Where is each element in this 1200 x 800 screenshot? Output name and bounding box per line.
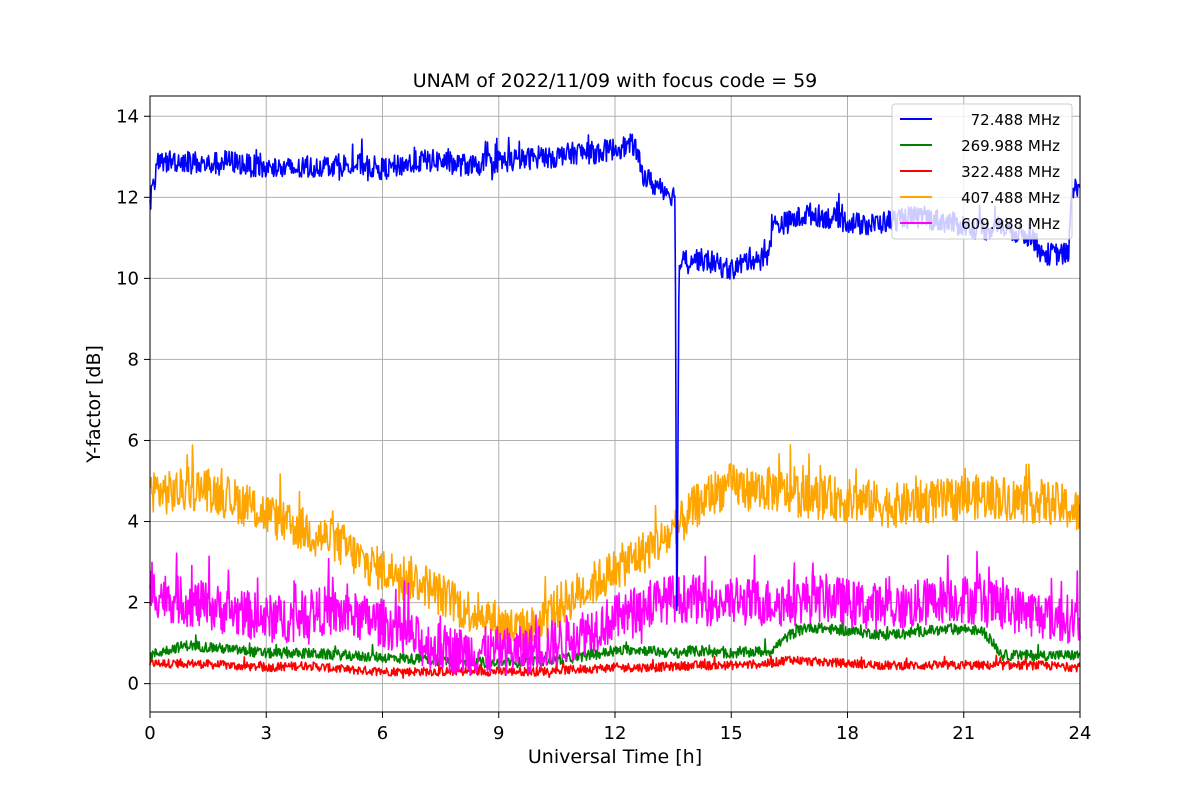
x-tick-label: 24 (1069, 723, 1092, 744)
y-tick-label: 8 (128, 349, 139, 370)
x-tick-label: 6 (377, 723, 388, 744)
series-line-609-988 (149, 550, 1081, 677)
y-axis-label: Y-factor [dB] (83, 345, 105, 464)
x-tick-label: 0 (144, 723, 155, 744)
series-line-269-988 (149, 620, 1081, 671)
series-line-322-488 (149, 654, 1081, 679)
y-tick-label: 10 (116, 268, 139, 289)
x-tick-label: 12 (604, 723, 627, 744)
chart-title: UNAM of 2022/11/09 with focus code = 59 (413, 70, 818, 92)
legend: 72.488 MHz 269.988 MHz 322.488 MHz 407.488 … (891, 103, 1073, 240)
x-tick-label: 3 (261, 723, 272, 744)
x-axis-label: Universal Time [h] (528, 746, 702, 768)
y-tick-label: 12 (116, 187, 139, 208)
y-tick-label: 4 (128, 512, 139, 533)
legend-label-72-488: 72.488 MHz (971, 111, 1060, 129)
legend-label-407-488: 407.488 MHz (961, 189, 1060, 207)
legend-label-269-988: 269.988 MHz (961, 137, 1060, 155)
y-tick-label: 0 (128, 674, 139, 695)
series-line-407-488 (149, 444, 1081, 651)
x-tick-label: 15 (720, 723, 743, 744)
y-tick-label: 14 (116, 106, 139, 127)
x-tick-label: 9 (493, 723, 504, 744)
legend-box (891, 103, 1073, 240)
legend-label-609-988: 609.988 MHz (961, 215, 1060, 233)
legend-label-322-488: 322.488 MHz (961, 163, 1060, 181)
x-tick-label: 18 (836, 723, 859, 744)
y-tick-label: 6 (128, 430, 139, 451)
x-tick-label: 21 (952, 723, 975, 744)
y-tick-label: 2 (128, 593, 139, 614)
